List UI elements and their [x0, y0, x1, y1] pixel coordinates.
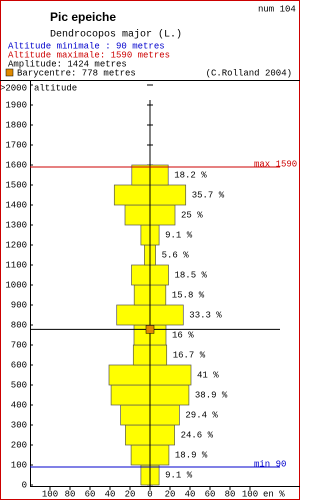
max-line-label: max 1590 — [254, 159, 297, 169]
y-tick-label: 400 — [11, 400, 27, 410]
value-label: 41 % — [197, 370, 219, 380]
x-tick-label: 20 — [165, 489, 176, 499]
x-tick-label: 60 — [85, 489, 96, 499]
y-tick-label: 500 — [11, 380, 27, 390]
x-tick-label: 40 — [185, 489, 196, 499]
value-label: 33.3 % — [189, 310, 222, 320]
min-text: Altitude minimale : 90 metres — [8, 41, 165, 51]
value-label: 16 % — [172, 330, 194, 340]
value-label: 9.1 % — [165, 230, 193, 240]
y-tick-label: 1900 — [5, 100, 27, 110]
value-label: 16.7 % — [173, 350, 206, 360]
x-tick-label: 80 — [65, 489, 76, 499]
y-tick-label: 1500 — [5, 180, 27, 190]
value-label: 25 % — [181, 210, 203, 220]
y-tick-label: 600 — [11, 360, 27, 370]
y-tick-label: 700 — [11, 340, 27, 350]
y-tick-label: 0 — [22, 480, 27, 490]
value-label: 15.8 % — [172, 290, 205, 300]
max-text: Altitude maximale: 1590 metres — [8, 50, 170, 60]
y-tick-label: 1600 — [5, 160, 27, 170]
value-label: 38.9 % — [195, 390, 228, 400]
value-label: 18.2 % — [174, 170, 207, 180]
y-tick-label: 900 — [11, 300, 27, 310]
x-tick-label: 60 — [205, 489, 216, 499]
y-tick-label: >2000 — [0, 83, 27, 93]
y-tick-label: 200 — [11, 440, 27, 450]
x-tick-label: 100 — [42, 489, 58, 499]
amplitude-text: Amplitude: 1424 metres — [8, 59, 127, 69]
x-tick-label: 100 — [242, 489, 258, 499]
chart: Pic epeiche num 104 Dendrocopos major (L… — [0, 0, 300, 500]
y-tick-label: 1000 — [5, 280, 27, 290]
x-tick-label: 20 — [125, 489, 136, 499]
y-tick-label: 300 — [11, 420, 27, 430]
number: num 104 — [258, 4, 296, 14]
subtitle: Dendrocopos major (L.) — [50, 29, 182, 41]
value-label: 24.6 % — [181, 430, 214, 440]
min-line-label: min 90 — [254, 459, 286, 469]
y-tick-label: 1300 — [5, 220, 27, 230]
barycentre-marker — [145, 325, 155, 334]
y-tick-label: 800 — [11, 320, 27, 330]
y-axis-label: altitude — [34, 83, 77, 93]
y-tick-label: 1400 — [5, 200, 27, 210]
credit: (C.Rolland 2004) — [206, 68, 292, 78]
chart-title: Pic epeiche — [50, 10, 116, 24]
value-label: 29.4 % — [185, 410, 218, 420]
value-label: 35.7 % — [192, 190, 225, 200]
x-tick-label: 40 — [105, 489, 116, 499]
y-tick-label: 1800 — [5, 120, 27, 130]
barycentre-text: Barycentre: 778 metres — [17, 68, 136, 78]
value-label: 5.6 % — [162, 250, 190, 260]
value-label: 18.5 % — [175, 270, 208, 280]
x-tick-label: 0 — [147, 489, 152, 499]
y-tick-label: 100 — [11, 460, 27, 470]
y-tick-label: 1100 — [5, 260, 27, 270]
x-tick-label: 80 — [225, 489, 236, 499]
x-axis-label: en % — [263, 489, 285, 499]
barycentre-icon — [5, 68, 14, 77]
value-label: 18.9 % — [175, 450, 208, 460]
y-tick-label: 1200 — [5, 240, 27, 250]
value-label: 9.1 % — [165, 470, 193, 480]
y-tick-label: 1700 — [5, 140, 27, 150]
